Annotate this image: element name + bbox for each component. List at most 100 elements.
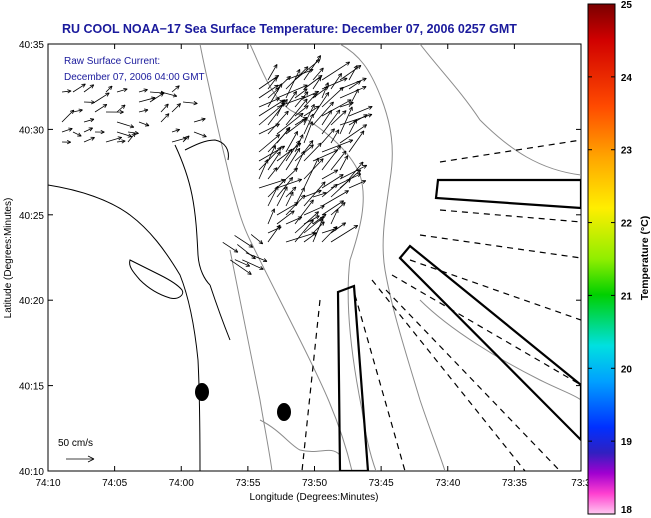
scale-arrow: [66, 455, 95, 463]
current-vector: [321, 169, 339, 180]
current-vector: [182, 101, 198, 106]
x-tick-label: 73:50: [302, 478, 327, 489]
beam-polygons: [336, 178, 581, 471]
current-vector: [276, 186, 288, 207]
current-vector: [267, 64, 278, 81]
current-vector: [105, 109, 124, 115]
current-vector: [294, 134, 304, 153]
colorbar-tick-label: 23: [621, 146, 633, 157]
current-vector: [105, 136, 122, 143]
current-vector: [171, 128, 180, 133]
current-vector: [339, 124, 368, 144]
current-vector: [321, 139, 354, 153]
current-vector: [94, 104, 108, 113]
current-vector: [61, 127, 73, 133]
current-vector: [116, 104, 126, 113]
current-vector: [94, 129, 105, 135]
y-tick-label: 40:10: [19, 467, 44, 478]
current-vector: [83, 136, 95, 143]
current-vector: [258, 146, 282, 171]
current-vector: [242, 259, 264, 270]
current-vector: [230, 259, 252, 275]
current-vector: [294, 219, 314, 243]
x-tick-label: 74:10: [35, 478, 60, 489]
current-vector: [116, 139, 126, 144]
x-axis-ticks: 74:10 74:05 74:00 73:55 73:50 73:45 73:40 73:35…: [35, 44, 591, 489]
current-vector: [171, 103, 181, 113]
current-vector: [339, 164, 368, 180]
current-vector: [276, 99, 286, 117]
current-vector: [285, 91, 297, 108]
current-vector: [294, 199, 314, 225]
current-vector: [61, 140, 71, 145]
current-label-line2: December 07, 2006 04:00 GMT: [64, 72, 205, 83]
current-label-line1: Raw Surface Current:: [64, 56, 160, 67]
current-vector: [348, 65, 358, 81]
current-vector: [339, 106, 353, 135]
current-vector: [294, 116, 308, 126]
current-vector: [83, 118, 95, 123]
current-vector: [348, 105, 373, 117]
current-vector: [276, 126, 291, 144]
current-vector: [127, 130, 139, 136]
current-vector: [267, 77, 278, 90]
y-axis-label: Latitude (Degrees:Minutes): [3, 198, 14, 319]
y-tick-label: 40:35: [19, 40, 44, 51]
current-vector: [138, 121, 150, 127]
current-vector: [83, 84, 95, 93]
bathymetry-contours: [199, 44, 581, 471]
current-vector: [276, 84, 308, 99]
current-vector: [276, 75, 291, 90]
current-vector: [321, 99, 352, 117]
current-vector: [348, 114, 368, 126]
current-vector: [312, 101, 334, 126]
current-vector: [116, 121, 135, 129]
current-vector: [348, 161, 364, 180]
current-vector: [72, 83, 86, 93]
current-vector: [312, 218, 324, 243]
current-vector: [149, 92, 164, 103]
current-vector: [312, 91, 330, 117]
x-tick-label: 73:45: [369, 478, 394, 489]
colorbar-tick-label: 25: [621, 0, 633, 11]
colorbar-tick-label: 19: [621, 437, 633, 448]
station-marker: [277, 403, 291, 421]
x-tick-label: 73:35: [502, 478, 527, 489]
current-vector: [276, 112, 304, 135]
y-tick-label: 40:15: [19, 382, 44, 393]
current-vector: [294, 91, 309, 108]
current-vector: [182, 135, 190, 143]
current-vector: [276, 210, 295, 225]
current-vector: [171, 85, 180, 93]
current-vector: [276, 95, 306, 108]
current-vector: [321, 109, 341, 135]
current-vector: [222, 241, 239, 253]
current-vector: [339, 86, 367, 99]
current-vector: [312, 76, 322, 90]
current-vector: [94, 92, 110, 103]
x-tick-label: 73:3: [571, 478, 591, 489]
current-vector: [330, 129, 340, 144]
current-vector: [234, 259, 251, 267]
current-vector: [234, 235, 254, 248]
current-vector: [339, 77, 367, 90]
current-vector: [294, 88, 308, 99]
current-vector: [321, 145, 341, 171]
current-vector: [116, 131, 133, 138]
current-vector: [330, 150, 347, 171]
current-vector: [330, 224, 359, 243]
current-vector: [258, 134, 281, 153]
current-vector: [258, 84, 279, 99]
map-title: RU COOL NOAA−17 Sea Surface Temperature:…: [62, 22, 517, 36]
current-vector: [267, 151, 281, 171]
current-vector: [330, 173, 362, 189]
current-vector: [267, 110, 289, 135]
current-vector: [245, 252, 268, 263]
current-vector: [303, 140, 314, 153]
colorbar-label: Temperature (°C): [639, 216, 651, 301]
current-vector: [258, 74, 280, 90]
current-vector: [267, 185, 279, 207]
current-vector: [285, 69, 301, 99]
current-vector: [105, 85, 113, 93]
coastline: [48, 139, 231, 471]
